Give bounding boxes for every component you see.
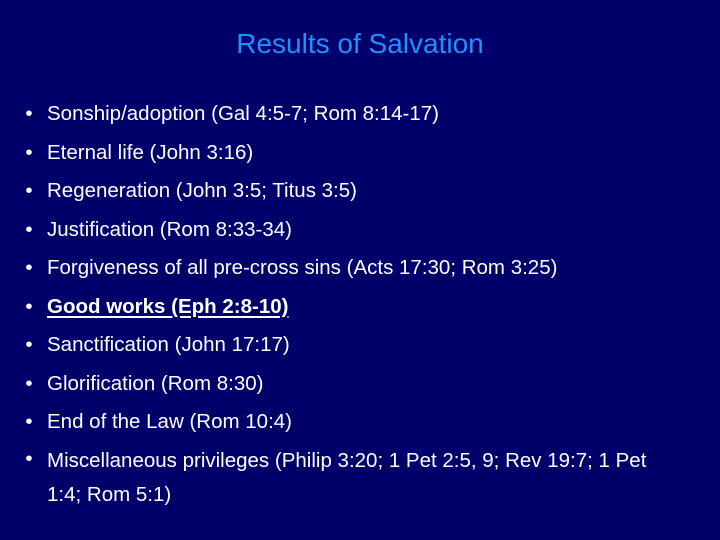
bullet-dot-icon: • — [25, 179, 33, 202]
bullet-list: • Sonship/adoption (Gal 4:5-7; Rom 8:14-… — [22, 95, 682, 512]
bullet-item-good-works: • Good works (Eph 2:8-10) — [22, 288, 682, 327]
bullet-item-sonship: • Sonship/adoption (Gal 4:5-7; Rom 8:14-… — [22, 95, 682, 134]
bullet-dot-icon: • — [25, 371, 33, 395]
bullet-dot-icon: • — [25, 140, 33, 164]
bullet-dot-icon: • — [25, 217, 33, 241]
bullet-dot-icon: • — [25, 446, 33, 470]
bullet-dot-icon: • — [25, 294, 33, 318]
bullet-item-end-of-law: • End of the Law (Rom 10:4) — [22, 403, 682, 442]
bullet-item-forgiveness: • Forgiveness of all pre-cross sins (Act… — [22, 249, 682, 288]
bullet-item-glorification: • Glorification (Rom 8:30) — [22, 365, 682, 404]
bullet-dot-icon: • — [25, 256, 33, 279]
bullet-item-misc-privileges: • Miscellaneous privileges (Philip 3:20;… — [22, 442, 682, 512]
bullet-text: End of the Law (Rom 10:4) — [47, 410, 292, 433]
bullet-text: Sonship/adoption (Gal 4:5-7; Rom 8:14-17… — [47, 102, 440, 125]
bullet-text: Regeneration (John 3:5; Titus 3:5) — [47, 179, 357, 202]
bullet-dot-icon: • — [25, 333, 33, 356]
bullet-text: Justification (Rom 8:33-34) — [47, 217, 292, 241]
bullet-dot-icon: • — [25, 102, 33, 125]
bullet-item-regeneration: • Regeneration (John 3:5; Titus 3:5) — [22, 172, 682, 211]
slide-title: Results of Salvation — [236, 28, 484, 59]
bullet-text: Miscellaneous privileges (Philip 3:20; 1… — [47, 448, 647, 506]
bullet-text: Glorification (Rom 8:30) — [47, 371, 264, 395]
bullet-dot-icon: • — [25, 410, 33, 433]
bullet-item-sanctification: • Sanctification (John 17:17) — [22, 326, 682, 365]
bullet-text: Forgiveness of all pre-cross sins (Acts … — [47, 256, 558, 279]
bullet-text: Sanctification (John 17:17) — [47, 333, 290, 356]
bullet-text: Eternal life (John 3:16) — [47, 140, 254, 164]
bullet-item-justification: • Justification (Rom 8:33-34) — [22, 211, 682, 250]
bullet-text-emphasized: Good works (Eph 2:8-10) — [47, 294, 289, 318]
bullet-item-eternal-life: • Eternal life (John 3:16) — [22, 134, 682, 173]
